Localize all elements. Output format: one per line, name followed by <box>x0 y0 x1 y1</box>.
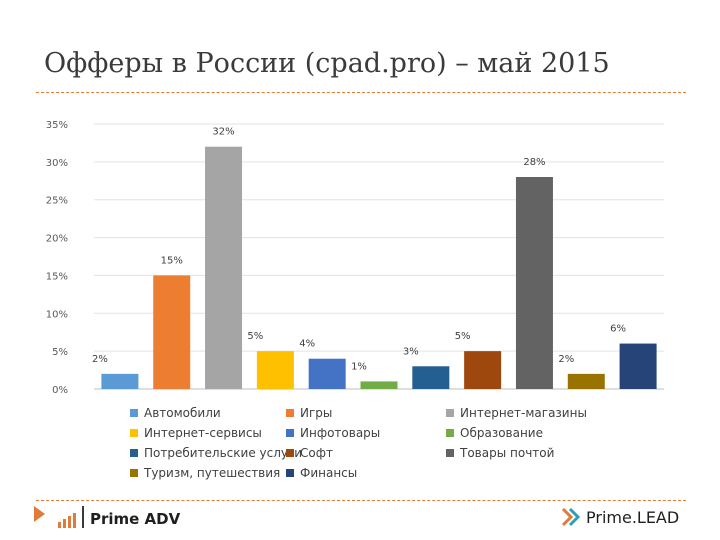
legend-label: Интернет-сервисы <box>144 426 262 440</box>
legend-swatch <box>446 449 454 457</box>
bar <box>464 351 502 389</box>
y-tick-label: 20% <box>46 234 68 245</box>
legend-swatch <box>130 449 138 457</box>
y-tick-label: 15% <box>46 271 68 282</box>
legend-label: Инфотовары <box>300 426 381 440</box>
legend-swatch <box>130 469 138 477</box>
legend-swatch <box>286 449 294 457</box>
legend-swatch <box>130 429 138 437</box>
bar <box>515 177 553 389</box>
y-tick-label: 25% <box>46 196 68 207</box>
legend-label: Интернет-магазины <box>460 406 587 420</box>
legend-swatch <box>286 429 294 437</box>
legend-label: Товары почтой <box>460 446 555 460</box>
y-tick-label: 35% <box>46 120 68 131</box>
y-tick-label: 10% <box>46 309 68 320</box>
legend-swatch <box>286 409 294 417</box>
bar <box>153 275 191 389</box>
legend-label: Софт <box>300 446 333 460</box>
legend-swatch <box>286 469 294 477</box>
bar-data-label: 3% <box>403 346 419 357</box>
prime-lead-logo: Prime.LEAD <box>560 506 679 528</box>
bar-data-label: 32% <box>212 127 234 138</box>
bar <box>101 373 139 389</box>
legend-label: Автомобили <box>144 406 221 420</box>
bar <box>256 351 294 389</box>
bar-data-label: 4% <box>299 339 315 350</box>
logo-separator <box>82 506 84 528</box>
bar <box>308 358 346 389</box>
legend-item: Софт <box>286 446 333 460</box>
legend-item: Интернет-сервисы <box>130 426 262 440</box>
y-tick-label: 0% <box>52 385 68 396</box>
legend-label: Игры <box>300 406 333 420</box>
legend-label: Туризм, путешествия <box>144 466 281 480</box>
legend-swatch <box>446 409 454 417</box>
bar-data-label: 5% <box>247 331 263 342</box>
play-arrow-icon <box>34 506 45 522</box>
legend-item: Инфотовары <box>286 426 380 440</box>
title-divider <box>36 92 686 93</box>
legend-item: Туризм, путешествия <box>130 466 280 480</box>
legend-item: Интернет-магазины <box>446 406 587 420</box>
legend-label: Финансы <box>300 466 358 480</box>
legend-item: Товары почтой <box>446 446 554 460</box>
bar-data-label: 15% <box>161 255 183 266</box>
slide-title: Офферы в России (cpad.pro) – май 2015 <box>44 48 610 79</box>
prime-adv-logo: Prime ADV <box>58 506 180 528</box>
bar-data-label: 6% <box>610 324 626 335</box>
y-tick-label: 5% <box>52 347 68 358</box>
legend-swatch <box>446 429 454 437</box>
legend-item: Игры <box>286 406 332 420</box>
bar <box>205 146 243 389</box>
bar-chart: 0% 5% 10% 15% 20% 25% 30% 35% 2% 15% 32% 5% 4% 1% 3% 5%… <box>46 120 664 396</box>
legend-item: Образование <box>446 426 543 440</box>
bar-data-label: 2% <box>92 354 108 365</box>
y-tick-label: 30% <box>46 158 68 169</box>
bar-data-label: 5% <box>455 331 471 342</box>
bar-graph-icon <box>58 513 76 528</box>
prime-adv-text: Prime ADV <box>90 510 181 528</box>
bar <box>619 343 657 389</box>
legend-swatch <box>130 409 138 417</box>
bar <box>412 366 450 389</box>
bar <box>567 373 605 389</box>
legend-label: Образование <box>460 426 543 440</box>
double-chevron-icon <box>561 507 581 527</box>
bar-data-label: 28% <box>523 157 545 168</box>
bar-data-label: 1% <box>351 361 367 372</box>
legend-label: Потребительские услуги <box>144 446 303 460</box>
legend-item: Финансы <box>286 466 357 480</box>
bar <box>360 381 398 389</box>
footer-divider <box>36 500 686 501</box>
prime-lead-text: Prime.LEAD <box>586 507 680 527</box>
bar-data-label: 2% <box>558 354 574 365</box>
legend-item: Автомобили <box>130 406 221 420</box>
legend-item: Потребительские услуги <box>130 446 302 460</box>
